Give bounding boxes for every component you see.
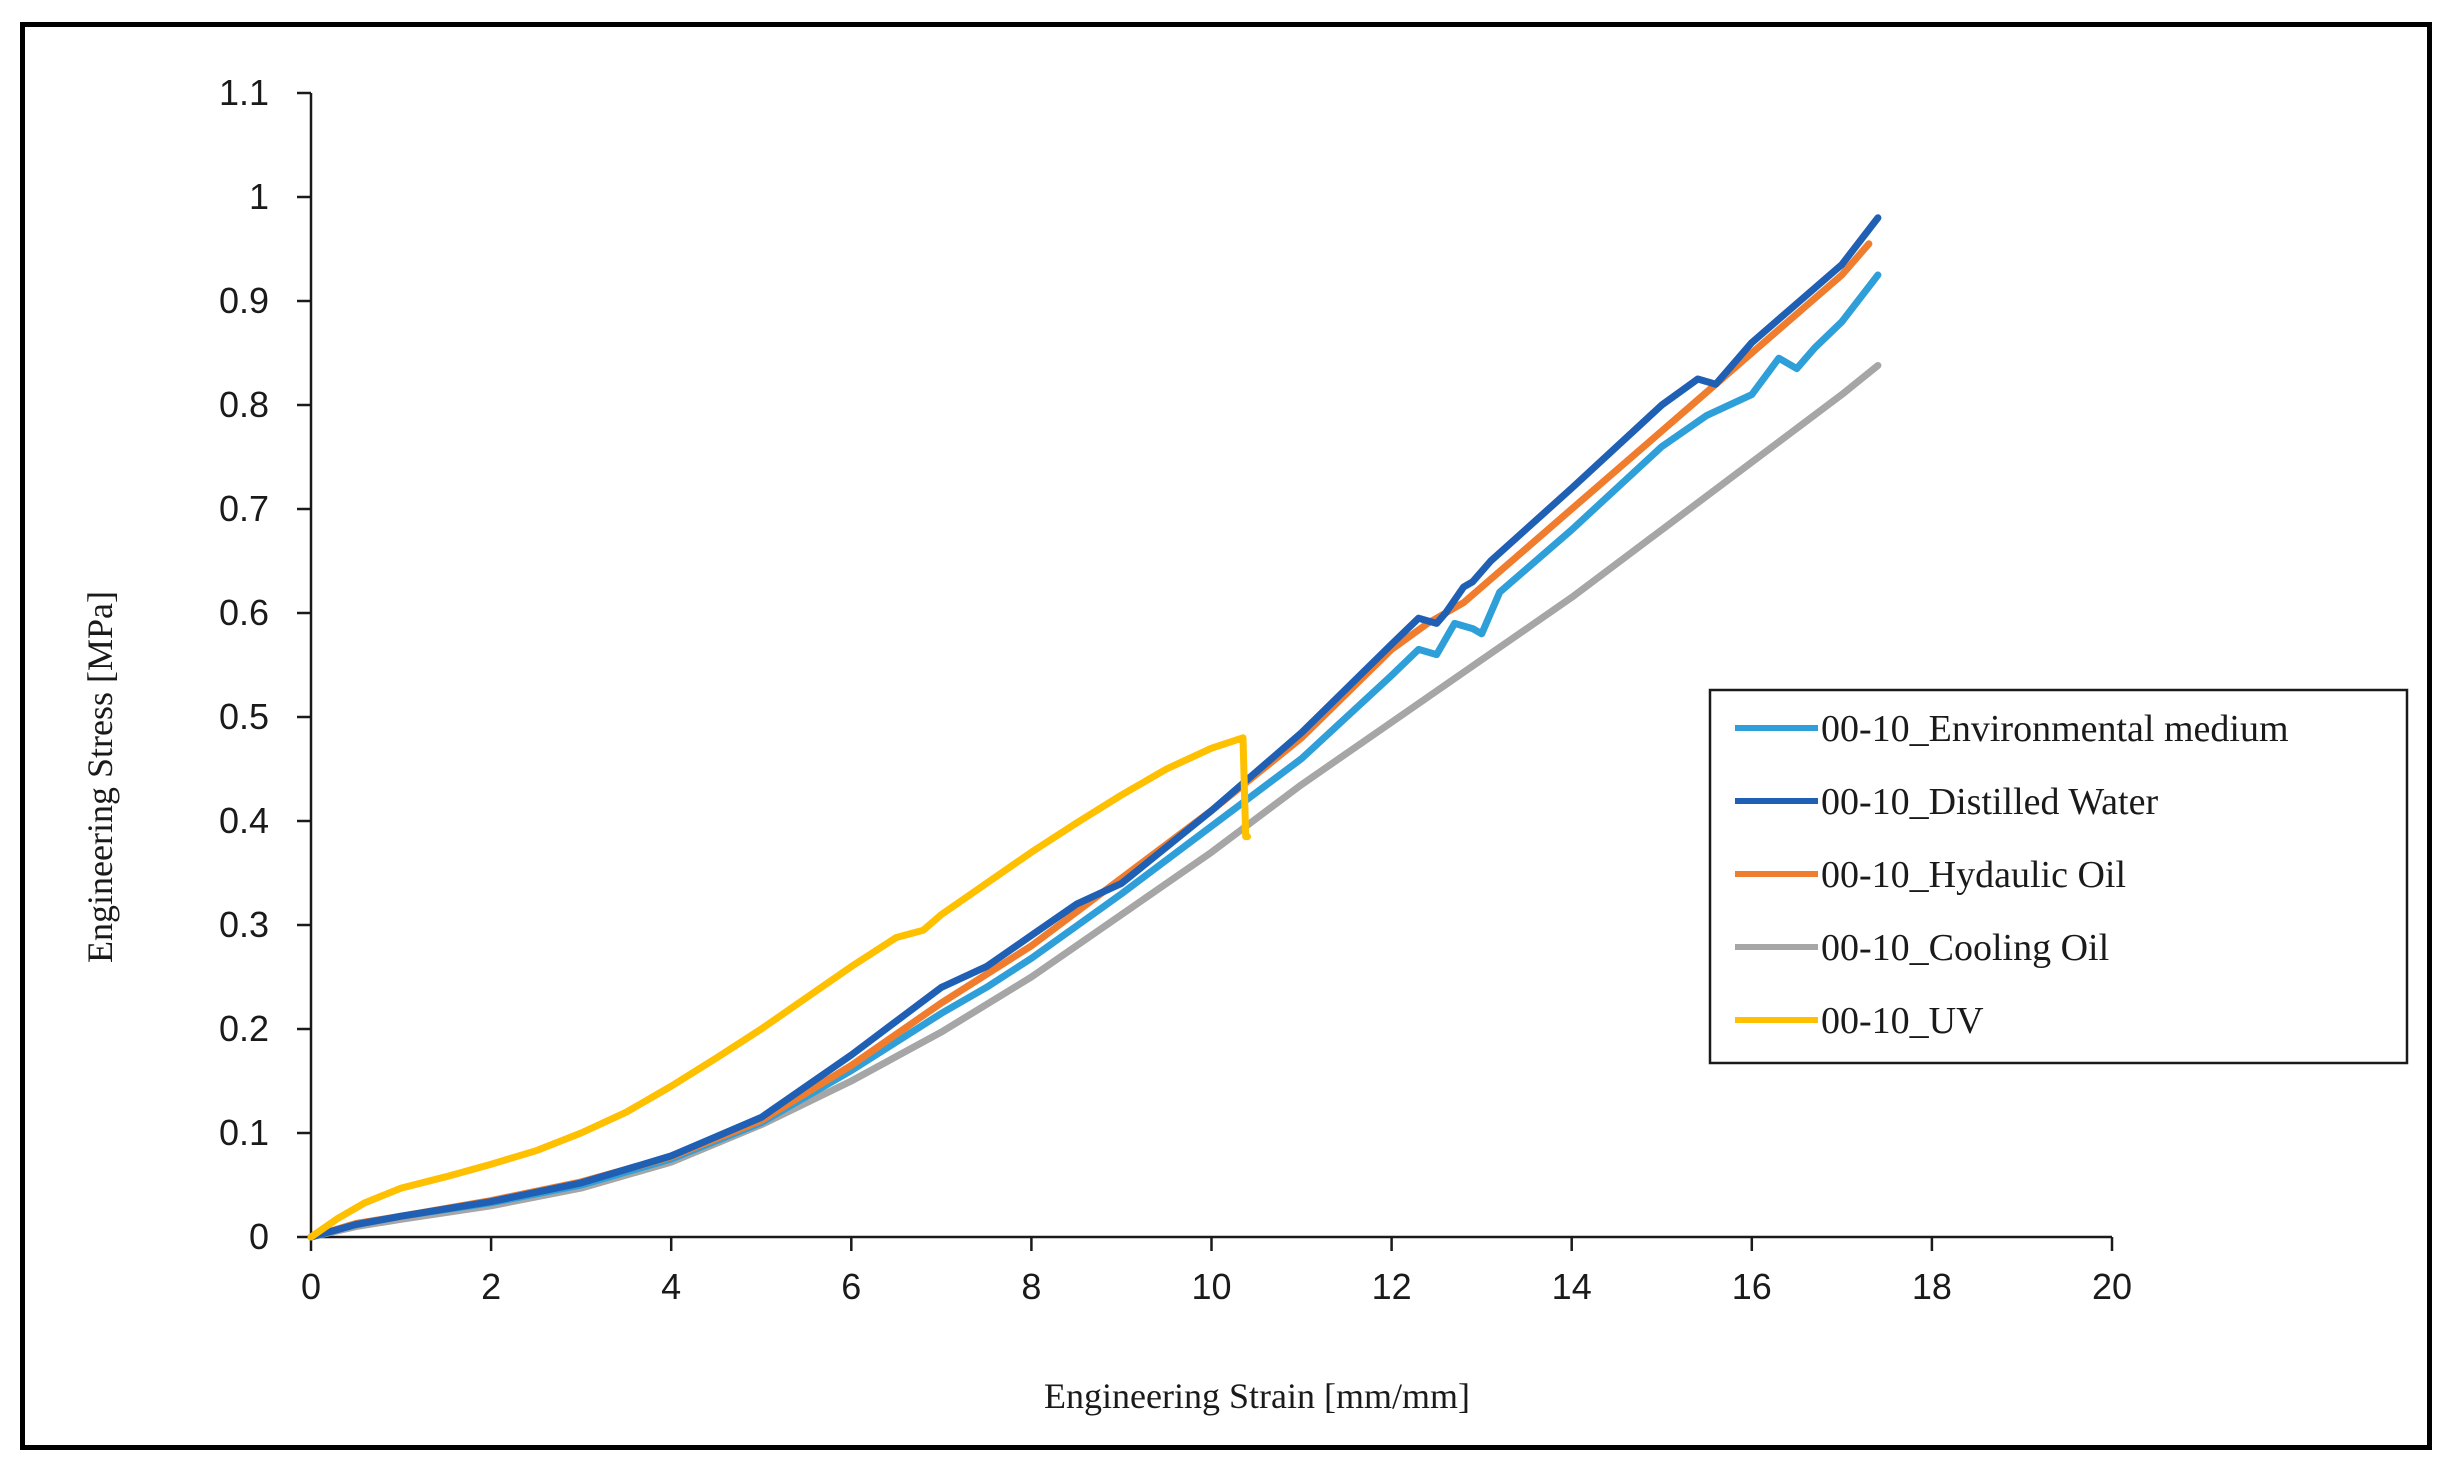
legend-label: 00-10_Environmental medium (1821, 708, 2289, 750)
ticks: 0 0.1 0.2 0.3 0.4 0.5 0.6 0.7 0.8 0.9 1 1.1 0 2 4 6 8 10 1… (219, 72, 2132, 1307)
legend-label: 00-10_UV (1821, 1000, 1984, 1042)
x-tick-label: 6 (841, 1266, 861, 1307)
legend-box (1708, 688, 2409, 1065)
x-tick-label: 20 (2092, 1266, 2132, 1307)
x-tick-label: 0 (301, 1266, 321, 1307)
legend-item: 00-10_Distilled Water (1735, 781, 2158, 823)
y-axis-title: Engineering Stress [MPa] (80, 591, 120, 963)
series-lines (307, 214, 1882, 1241)
y-tick-label: 0.9 (219, 280, 269, 321)
x-tick-label: 4 (661, 1266, 681, 1307)
x-tick-label: 2 (481, 1266, 501, 1307)
x-tick-label: 18 (1912, 1266, 1952, 1307)
legend-label: 00-10_Hydaulic Oil (1821, 854, 2126, 896)
x-tick-label: 12 (1372, 1266, 1412, 1307)
x-tick-label: 10 (1191, 1266, 1231, 1307)
y-tick-label: 0.4 (219, 800, 269, 841)
y-tick-label: 0.8 (219, 384, 269, 425)
series-line-00-10-hydaulic-oil (307, 240, 1873, 1241)
series-line-00-10-distilled-water (307, 214, 1882, 1241)
x-tick-label: 14 (1552, 1266, 1592, 1307)
series-line-00-10-cooling-oil (307, 362, 1882, 1241)
x-tick-label: 8 (1021, 1266, 1041, 1307)
legend-item: 00-10_UV (1735, 1000, 1984, 1042)
y-tick-label: 1.1 (219, 72, 269, 113)
y-tick-label: 0.1 (219, 1112, 269, 1153)
y-tick-label: 0.3 (219, 904, 269, 945)
y-tick-label: 1 (249, 176, 269, 217)
series-line-00-10-uv (307, 734, 1251, 1241)
legend-item: 00-10_Hydaulic Oil (1735, 854, 2126, 896)
legend-label: 00-10_Cooling Oil (1821, 927, 2109, 969)
y-tick-label: 0 (249, 1216, 269, 1257)
legend: 00-10_Environmental medium 00-10_Distille… (1708, 688, 2409, 1065)
y-tick-label: 0.6 (219, 592, 269, 633)
legend-item: 00-10_Cooling Oil (1735, 927, 2109, 969)
x-tick-label: 16 (1732, 1266, 1772, 1307)
legend-label: 00-10_Distilled Water (1821, 781, 2158, 823)
y-tick-label: 0.2 (219, 1008, 269, 1049)
y-tick-label: 0.5 (219, 696, 269, 737)
y-tick-label: 0.7 (219, 488, 269, 529)
legend-item: 00-10_Environmental medium (1735, 708, 2289, 750)
x-axis-title: Engineering Strain [mm/mm] (1044, 1376, 1470, 1416)
